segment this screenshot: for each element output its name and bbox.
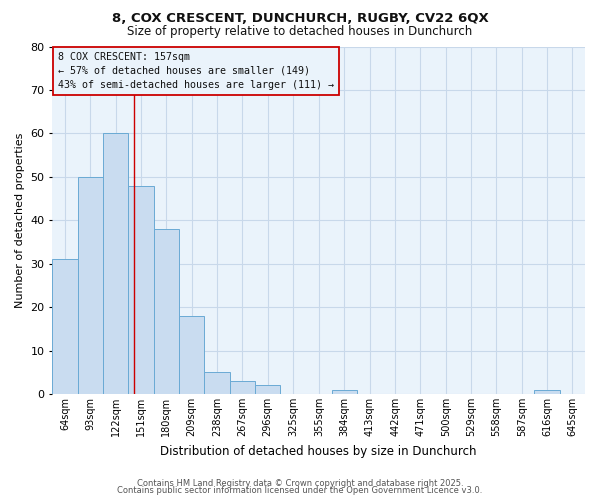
Bar bbox=[154, 229, 179, 394]
Bar bbox=[179, 316, 204, 394]
Bar bbox=[77, 177, 103, 394]
Bar bbox=[52, 260, 77, 394]
Bar bbox=[230, 381, 255, 394]
Bar bbox=[128, 186, 154, 394]
Bar bbox=[103, 134, 128, 394]
Text: Contains HM Land Registry data © Crown copyright and database right 2025.: Contains HM Land Registry data © Crown c… bbox=[137, 478, 463, 488]
Bar bbox=[255, 386, 280, 394]
X-axis label: Distribution of detached houses by size in Dunchurch: Distribution of detached houses by size … bbox=[160, 444, 477, 458]
Text: 8 COX CRESCENT: 157sqm
← 57% of detached houses are smaller (149)
43% of semi-de: 8 COX CRESCENT: 157sqm ← 57% of detached… bbox=[58, 52, 334, 90]
Text: Contains public sector information licensed under the Open Government Licence v3: Contains public sector information licen… bbox=[118, 486, 482, 495]
Y-axis label: Number of detached properties: Number of detached properties bbox=[15, 132, 25, 308]
Bar bbox=[332, 390, 357, 394]
Text: Size of property relative to detached houses in Dunchurch: Size of property relative to detached ho… bbox=[127, 25, 473, 38]
Bar bbox=[535, 390, 560, 394]
Bar bbox=[204, 372, 230, 394]
Text: 8, COX CRESCENT, DUNCHURCH, RUGBY, CV22 6QX: 8, COX CRESCENT, DUNCHURCH, RUGBY, CV22 … bbox=[112, 12, 488, 26]
